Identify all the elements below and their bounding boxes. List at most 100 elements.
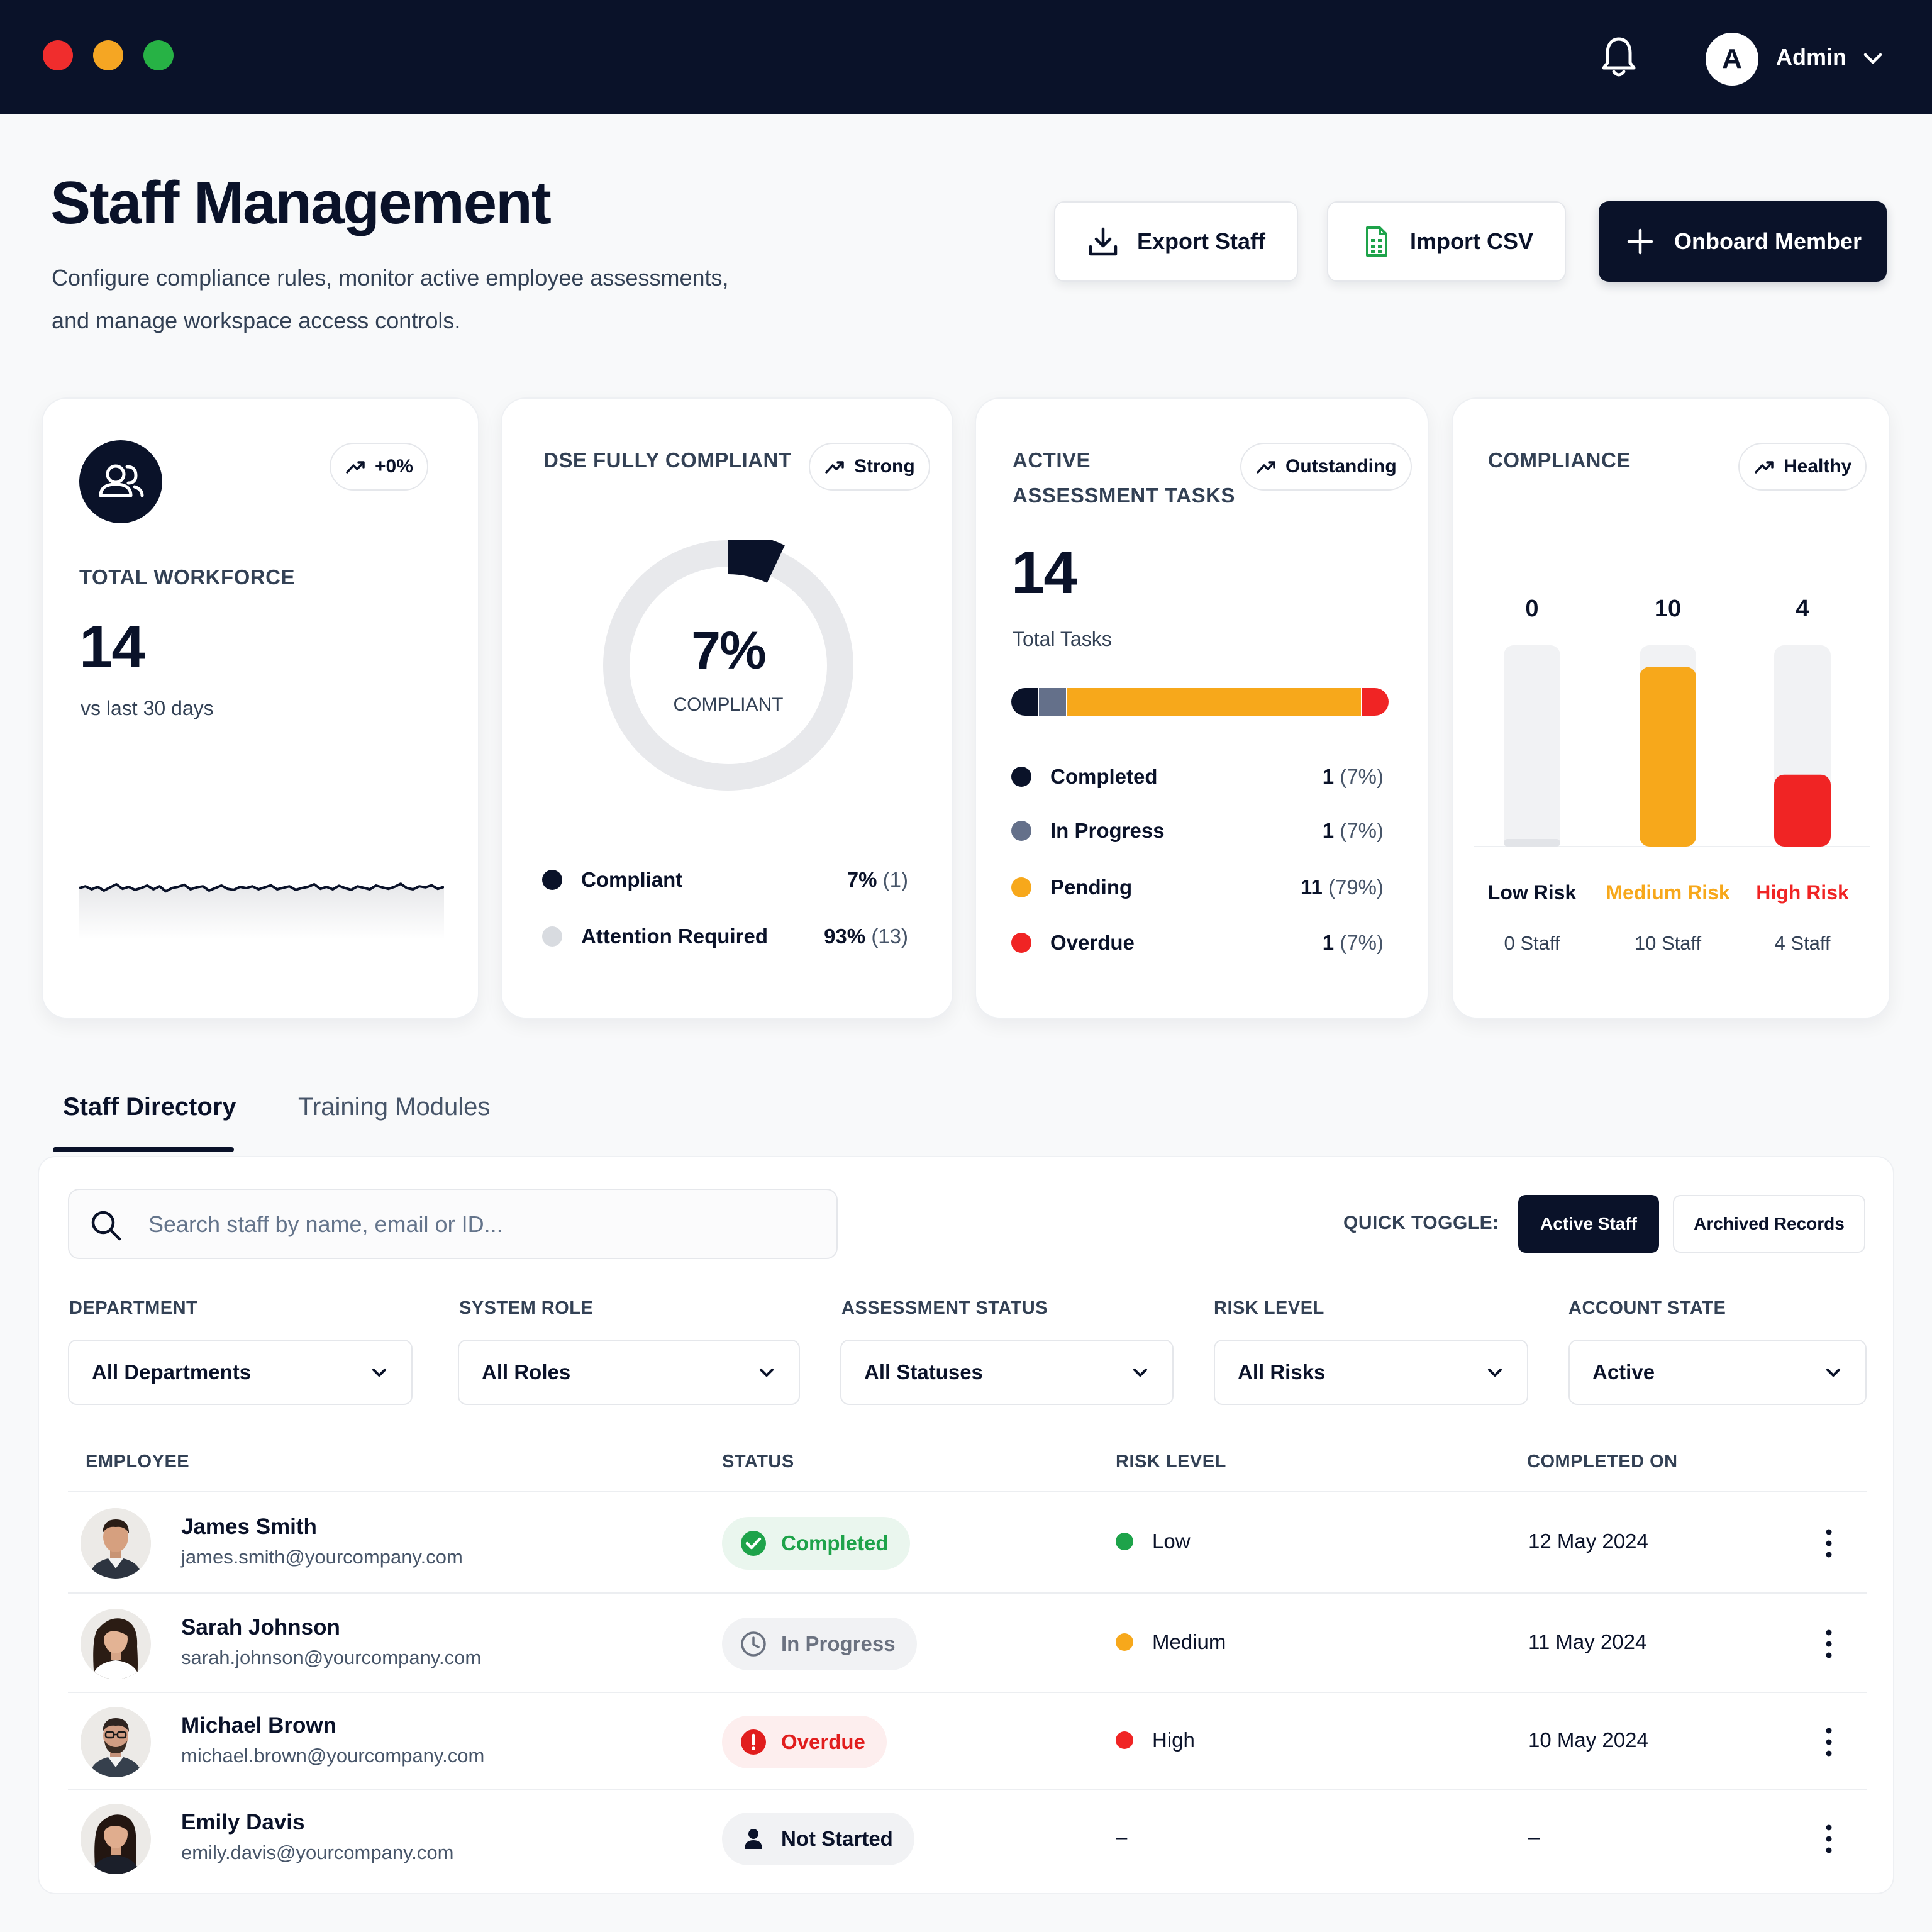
legend-dot [542,870,562,890]
check-circle-icon [741,1531,766,1556]
workforce-card: +0% TOTAL WORKFORCE 14 vs last 30 days [42,397,479,1019]
tab-staff-directory[interactable]: Staff Directory [63,1093,236,1121]
legend-label: Completed [1050,765,1158,788]
page-title: Staff Management [50,169,552,236]
bar-value-label: 4 [1796,596,1809,622]
user-menu-label[interactable]: Admin [1776,44,1846,70]
status-label: In Progress [781,1632,896,1655]
tasks-legend-completed: Completed [1011,761,1158,792]
export-staff-button[interactable]: Export Staff [1054,201,1298,282]
workforce-sparkline [79,882,444,940]
spreadsheet-icon [1365,226,1387,257]
tasks-bar-segment-in-progress [1039,688,1066,716]
legend-pct: (7%) [1334,931,1384,954]
trend-up-icon [825,461,844,474]
chevron-down-icon [760,1368,774,1377]
users-icon [79,440,162,523]
tab-training-modules[interactable]: Training Modules [298,1093,491,1121]
more-options-icon[interactable] [1816,1820,1841,1858]
avatar [80,1804,151,1874]
completed-date: 11 May 2024 [1528,1630,1647,1653]
more-options-icon[interactable] [1816,1625,1841,1663]
tasks-value: 14 [1011,539,1077,606]
category-label: Medium Risk [1606,881,1730,904]
tasks-legend-value: 11 (79%) [1301,875,1384,899]
risk-label: Medium [1152,1630,1226,1653]
tasks-stacked-bar [1011,688,1389,716]
clock-icon [741,1631,766,1657]
user-avatar[interactable]: A [1706,33,1758,86]
tasks-label-line: ACTIVE [1013,448,1091,472]
workforce-trend-badge: +0% [330,443,428,491]
search-input[interactable] [147,1204,816,1245]
system-role-select-value: All Roles [482,1360,571,1384]
legend-count: 1 [1322,765,1335,788]
alert-circle-icon [741,1729,766,1755]
employee-email: james.smith@yourcompany.com [181,1546,463,1568]
table-row[interactable]: Michael Brown michael.brown@yourcompany.… [68,1693,1867,1791]
window-close-button[interactable] [43,40,73,70]
window-minimize-button[interactable] [93,40,123,70]
assessment-status-select[interactable]: All Statuses [840,1340,1174,1405]
column-header-employee: EMPLOYEE [86,1452,190,1472]
category-label: High Risk [1756,881,1849,904]
export-staff-label: Export Staff [1136,228,1265,254]
window-maximize-button[interactable] [143,40,174,70]
chevron-down-icon [1488,1368,1502,1377]
risk-level-select[interactable]: All Risks [1214,1340,1528,1405]
assessment-tasks-card: ACTIVE ASSESSMENT TASKS Outstanding 14 T… [975,397,1429,1019]
risk-dot [1116,1533,1133,1550]
filter-label-risk-level: RISK LEVEL [1214,1298,1324,1318]
bell-icon[interactable] [1600,35,1638,79]
tasks-legend-value: 1 (7%) [1323,765,1384,789]
legend-pct: (7%) [1334,819,1384,842]
legend-label: Attention Required [581,924,768,948]
risk-dot [1116,1731,1133,1749]
risk-level-select-value: All Risks [1238,1360,1326,1384]
table-row[interactable]: James Smith james.smith@yourcompany.com … [68,1494,1867,1592]
filter-label-system-role: SYSTEM ROLE [459,1298,594,1318]
dse-percent-caption: COMPLIANT [673,694,784,715]
more-options-icon[interactable] [1816,1723,1841,1761]
compliance-badge: Healthy [1738,443,1867,491]
status-badge: Completed [722,1517,910,1570]
chevron-down-icon[interactable] [1862,49,1884,68]
employee-email: michael.brown@yourcompany.com [181,1745,485,1767]
account-state-select[interactable]: Active [1568,1340,1867,1405]
legend-count: 11 [1300,875,1323,899]
employee-name[interactable]: Sarah Johnson [181,1615,340,1640]
archived-records-toggle[interactable]: Archived Records [1673,1195,1865,1253]
trend-up-icon [1257,461,1275,474]
sparkline-area [79,884,444,940]
tasks-legend-pending: Pending [1011,872,1132,903]
table-row[interactable]: Sarah Johnson sarah.johnson@yourcompany.… [68,1595,1867,1693]
table-row[interactable]: Emily Davis emily.davis@yourcompany.com … [68,1790,1867,1888]
category-sub-label: 10 Staff [1635,932,1702,954]
tasks-legend-in-progress: In Progress [1011,815,1165,847]
category-label: Low Risk [1488,881,1577,904]
employee-name[interactable]: James Smith [181,1514,317,1539]
tasks-label: ACTIVE ASSESSMENT TASKS [1013,443,1235,513]
compliance-card: COMPLIANCE Healthy 0 Low Risk 0 Staff 10 Med… [1452,397,1890,1019]
system-role-select[interactable]: All Roles [458,1340,800,1405]
user-icon [745,1829,762,1849]
tasks-legend-value: 1 (7%) [1323,931,1384,955]
active-staff-toggle[interactable]: Active Staff [1518,1195,1659,1253]
more-options-icon[interactable] [1816,1524,1841,1562]
bar-value-label: 10 [1655,596,1681,622]
employee-name[interactable]: Michael Brown [181,1713,336,1738]
sparkline-line [79,882,444,893]
completed-date: – [1528,1825,1540,1848]
page-subtitle-line: and manage workspace access controls. [52,308,461,333]
status-label: Completed [781,1531,889,1555]
legend-dot [1011,767,1031,787]
department-select[interactable]: All Departments [68,1340,413,1405]
table-header-divider [68,1491,1867,1492]
search-icon [91,1211,121,1241]
onboard-member-button[interactable]: Onboard Member [1599,201,1887,282]
risk-indicator: High [1116,1728,1195,1752]
employee-name[interactable]: Emily Davis [181,1810,305,1835]
tasks-legend-overdue: Overdue [1011,927,1135,958]
avatar [80,1609,151,1679]
import-csv-button[interactable]: Import CSV [1327,201,1566,282]
